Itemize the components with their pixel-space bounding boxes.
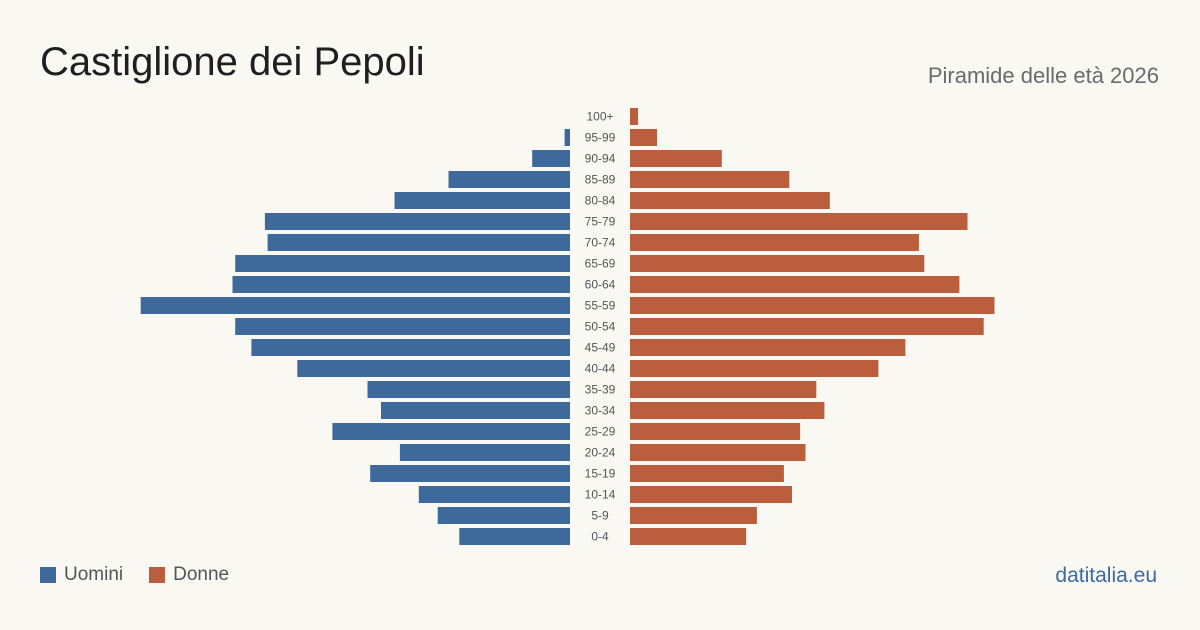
age-label-95-99: 95-99	[585, 131, 616, 145]
bar-men-65-69	[235, 255, 570, 272]
chart-subtitle: Piramide delle età 2026	[927, 63, 1159, 88]
bar-women-50-54	[630, 318, 984, 335]
bar-men-50-54	[235, 318, 570, 335]
age-label-10-14: 10-14	[585, 488, 616, 502]
bar-women-95-99	[630, 129, 657, 146]
bar-men-30-34	[381, 402, 570, 419]
bar-men-80-84	[394, 192, 570, 209]
bar-men-35-39	[367, 381, 570, 398]
bar-men-0-4	[459, 528, 570, 545]
bar-women-100+	[630, 108, 639, 125]
bar-women-30-34	[630, 402, 825, 419]
bar-men-90-94	[532, 150, 570, 167]
bar-women-85-89	[630, 171, 790, 188]
bar-women-25-29	[630, 423, 801, 440]
page-title: Castiglione dei Pepoli	[40, 40, 425, 84]
bar-men-55-59	[140, 297, 570, 314]
bar-men-10-14	[418, 486, 570, 503]
bar-women-20-24	[630, 444, 806, 461]
bar-women-15-19	[630, 465, 784, 482]
legend-swatch-women	[149, 567, 166, 583]
age-label-45-49: 45-49	[585, 341, 616, 355]
bar-men-95-99	[564, 129, 570, 146]
age-label-75-79: 75-79	[585, 215, 616, 229]
age-label-50-54: 50-54	[585, 320, 616, 334]
bar-men-75-79	[264, 213, 570, 230]
bar-men-70-74	[267, 234, 570, 251]
age-label-90-94: 90-94	[585, 152, 616, 166]
age-label-60-64: 60-64	[585, 278, 616, 292]
bar-women-60-64	[630, 276, 960, 293]
age-label-35-39: 35-39	[585, 383, 616, 397]
age-label-70-74: 70-74	[585, 236, 616, 250]
bar-women-10-14	[630, 486, 792, 503]
age-label-20-24: 20-24	[585, 446, 616, 460]
legend-swatch-men	[40, 567, 56, 583]
chart-legend: Uomini Donne	[40, 564, 255, 586]
age-label-55-59: 55-59	[585, 299, 616, 313]
bar-women-40-44	[630, 360, 879, 377]
bar-women-75-79	[630, 213, 968, 230]
age-label-30-34: 30-34	[585, 404, 616, 418]
bar-men-45-49	[251, 339, 570, 356]
bar-men-40-44	[297, 360, 570, 377]
age-label-80-84: 80-84	[585, 194, 616, 208]
bar-women-35-39	[630, 381, 817, 398]
age-label-5-9: 5-9	[591, 509, 609, 523]
legend-label-men: Uomini	[64, 564, 124, 585]
bar-women-90-94	[630, 150, 722, 167]
bar-women-65-69	[630, 255, 925, 272]
age-label-40-44: 40-44	[585, 362, 616, 376]
bar-men-25-29	[332, 423, 570, 440]
age-label-15-19: 15-19	[585, 467, 616, 481]
bar-men-15-19	[370, 465, 570, 482]
bar-men-5-9	[437, 507, 570, 524]
legend-label-women: Donne	[173, 564, 230, 585]
bar-women-55-59	[630, 297, 995, 314]
age-label-25-29: 25-29	[585, 425, 616, 439]
bar-men-20-24	[399, 444, 570, 461]
bar-women-70-74	[630, 234, 919, 251]
bar-women-5-9	[630, 507, 757, 524]
bar-women-0-4	[630, 528, 747, 545]
bar-women-45-49	[630, 339, 906, 356]
age-label-0-4: 0-4	[591, 530, 609, 544]
bar-men-85-89	[448, 171, 570, 188]
age-label-65-69: 65-69	[585, 257, 616, 271]
age-label-85-89: 85-89	[585, 173, 616, 187]
bar-men-60-64	[232, 276, 570, 293]
brand-link[interactable]: datitalia.eu	[1055, 564, 1157, 587]
bar-women-80-84	[630, 192, 830, 209]
age-label-100+: 100+	[586, 110, 613, 124]
legend-item-men: Uomini	[40, 564, 123, 586]
legend-item-women: Donne	[149, 564, 229, 586]
